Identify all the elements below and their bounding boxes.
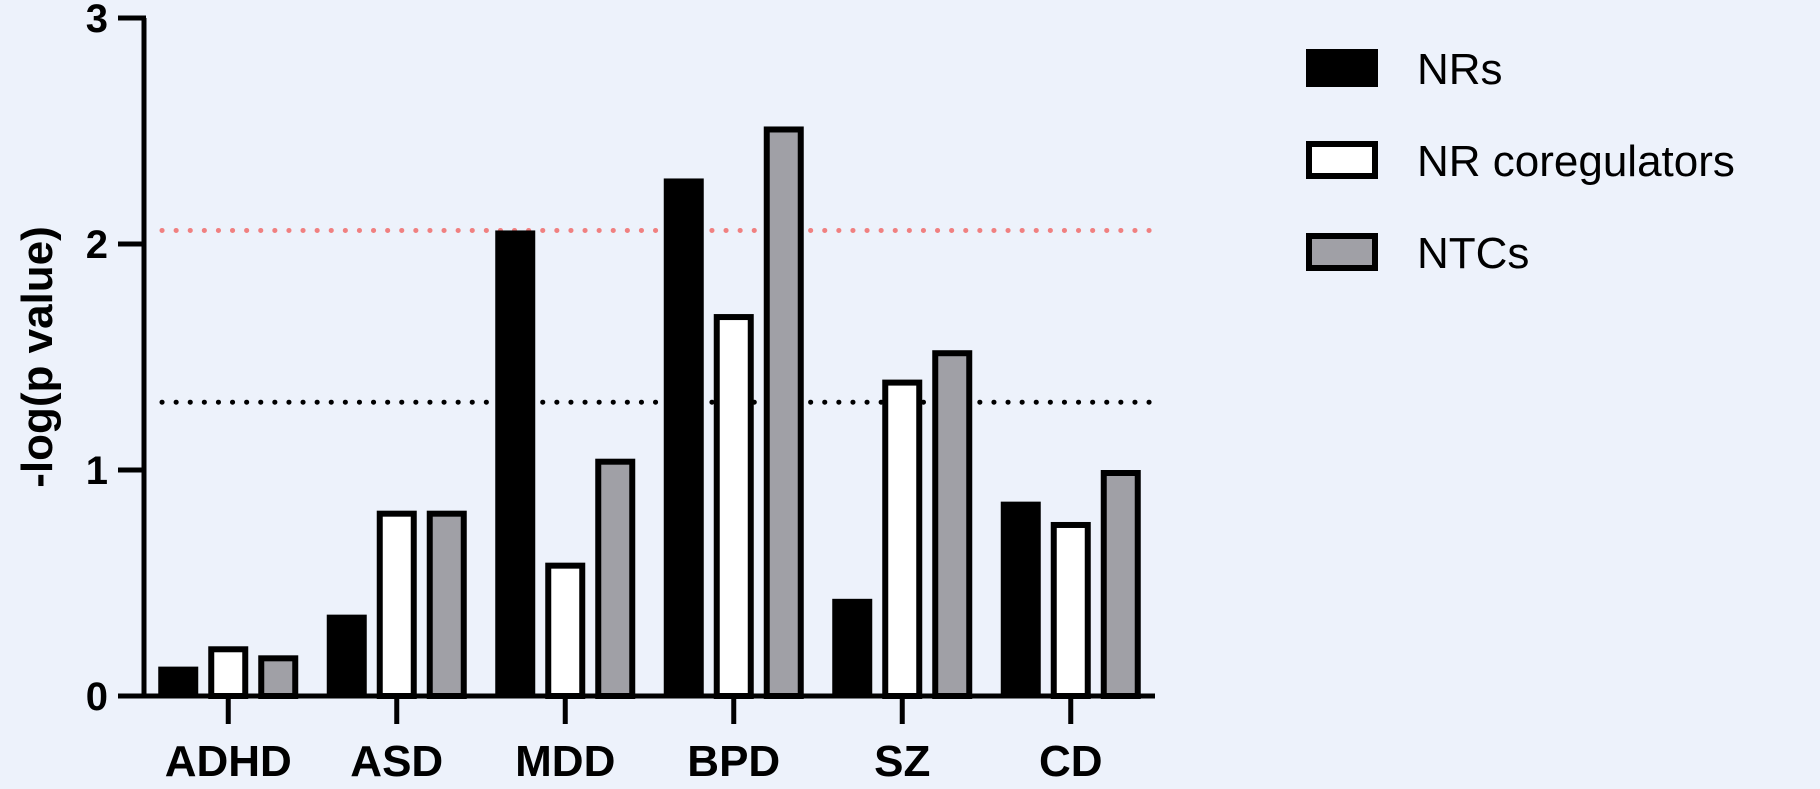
bar-ntcs-adhd <box>258 655 299 700</box>
bar-nr-coregulators-sz <box>882 379 923 699</box>
bar-nrs-cd <box>1000 501 1041 696</box>
y-tick-label-0: 0 <box>86 675 108 719</box>
legend-swatch-nrs <box>1306 49 1378 87</box>
y-tick-label-3: 3 <box>86 0 108 41</box>
reference-lines <box>159 227 1153 405</box>
axes <box>141 18 1155 699</box>
legend-label-ntcs: NTCs <box>1417 229 1529 278</box>
bar-nrs-bpd <box>663 178 704 696</box>
legend-swatch-nr-coregulators <box>1306 141 1378 179</box>
y-tick-label-1: 1 <box>86 449 108 493</box>
bars <box>158 126 1141 700</box>
y-ticks: 0 1 2 3 <box>86 0 146 719</box>
bar-ntcs-bpd <box>763 126 804 700</box>
bar-nrs-sz <box>832 598 873 696</box>
bar-nr-coregulators-asd <box>376 510 417 699</box>
bar-ntcs-mdd <box>595 458 636 700</box>
y-axis-label: -log(p value) <box>13 226 62 488</box>
x-tick-label-asd: ASD <box>350 737 443 786</box>
bar-nrs-mdd <box>495 230 536 696</box>
x-tick-label-sz: SZ <box>874 737 930 786</box>
bar-nr-coregulators-mdd <box>545 562 586 699</box>
legend-label-nrs: NRs <box>1417 45 1503 94</box>
x-tick-label-adhd: ADHD <box>165 737 292 786</box>
bar-nrs-adhd <box>158 666 199 696</box>
x-tick-label-mdd: MDD <box>515 737 615 786</box>
bar-nr-coregulators-bpd <box>713 314 754 699</box>
legend-swatch-ntcs <box>1306 233 1378 271</box>
bar-ntcs-cd <box>1100 470 1141 699</box>
legend-label-nr-coregulators: NR coregulators <box>1417 137 1735 186</box>
x-ticks: ADHD ASD MDD BPD SZ CD <box>165 696 1103 786</box>
bar-nr-coregulators-cd <box>1050 521 1091 699</box>
legend: NRs NR coregulators NTCs <box>1306 45 1735 278</box>
bar-nr-coregulators-adhd <box>208 646 249 700</box>
y-tick-label-2: 2 <box>86 223 108 267</box>
x-tick-label-bpd: BPD <box>687 737 780 786</box>
bar-ntcs-sz <box>932 350 973 699</box>
bar-ntcs-asd <box>426 510 467 699</box>
x-tick-label-cd: CD <box>1039 737 1103 786</box>
bar-nrs-asd <box>326 614 367 696</box>
